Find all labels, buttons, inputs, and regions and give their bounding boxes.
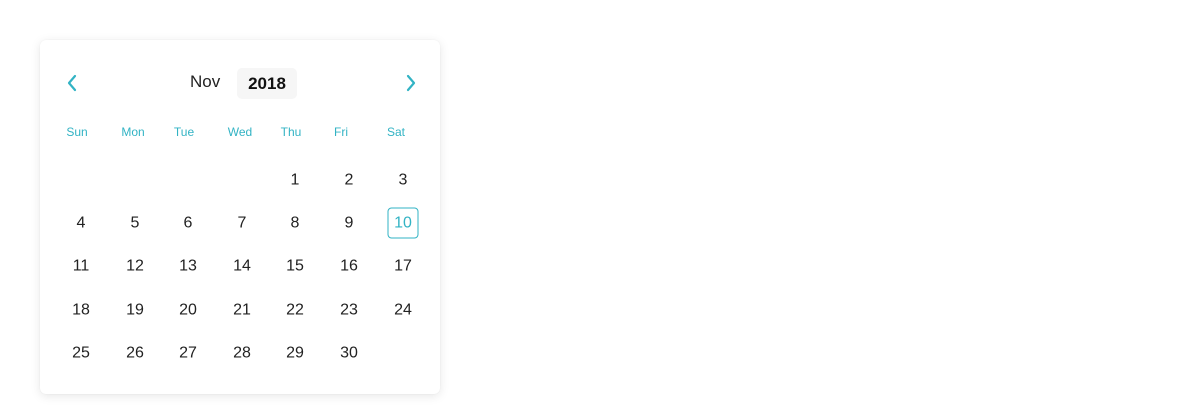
- month-selector[interactable]: Nov: [190, 72, 221, 91]
- day-cell[interactable]: 1: [290, 171, 300, 189]
- day-cell[interactable]: 13: [179, 257, 197, 275]
- day-cell[interactable]: 20: [179, 301, 197, 319]
- day-cell[interactable]: 24: [394, 301, 412, 319]
- day-cell[interactable]: 6: [183, 214, 193, 232]
- day-cell[interactable]: 27: [179, 344, 197, 362]
- day-cell[interactable]: 16: [340, 257, 358, 275]
- weekday-tue: Tue: [173, 125, 195, 139]
- day-cell[interactable]: 5: [130, 214, 140, 232]
- weekday-fri: Fri: [334, 125, 348, 139]
- day-cell-today[interactable]: 10: [387, 207, 419, 239]
- day-cell[interactable]: 4: [76, 214, 86, 232]
- chevron-left-icon: [67, 74, 77, 92]
- chevron-right-icon: [406, 74, 416, 92]
- day-cell[interactable]: 18: [72, 301, 90, 319]
- day-cell[interactable]: 30: [340, 344, 358, 362]
- day-cell[interactable]: 29: [286, 344, 304, 362]
- day-cell[interactable]: 12: [126, 257, 144, 275]
- day-cell[interactable]: 7: [237, 214, 247, 232]
- next-month-button[interactable]: [399, 68, 423, 98]
- day-cell[interactable]: 2: [344, 171, 354, 189]
- day-cell[interactable]: 21: [233, 301, 251, 319]
- day-cell[interactable]: 15: [286, 257, 304, 275]
- day-cell[interactable]: 14: [233, 257, 251, 275]
- year-selector[interactable]: 2018: [237, 68, 297, 99]
- day-cell[interactable]: 19: [126, 301, 144, 319]
- weekday-sun: Sun: [66, 125, 88, 139]
- day-cell[interactable]: 11: [72, 257, 90, 275]
- weekday-thu: Thu: [280, 125, 302, 139]
- prev-month-button[interactable]: [60, 68, 84, 98]
- day-cell[interactable]: 25: [72, 344, 90, 362]
- day-cell[interactable]: 9: [344, 214, 354, 232]
- day-cell[interactable]: 22: [286, 301, 304, 319]
- day-cell[interactable]: 26: [126, 344, 144, 362]
- day-cell[interactable]: 8: [290, 214, 300, 232]
- weekday-mon: Mon: [121, 125, 145, 139]
- day-cell[interactable]: 23: [340, 301, 358, 319]
- weekday-sat: Sat: [386, 125, 406, 139]
- weekday-wed: Wed: [227, 125, 253, 139]
- day-cell[interactable]: 3: [398, 171, 408, 189]
- day-cell[interactable]: 17: [394, 257, 412, 275]
- day-cell[interactable]: 28: [233, 344, 251, 362]
